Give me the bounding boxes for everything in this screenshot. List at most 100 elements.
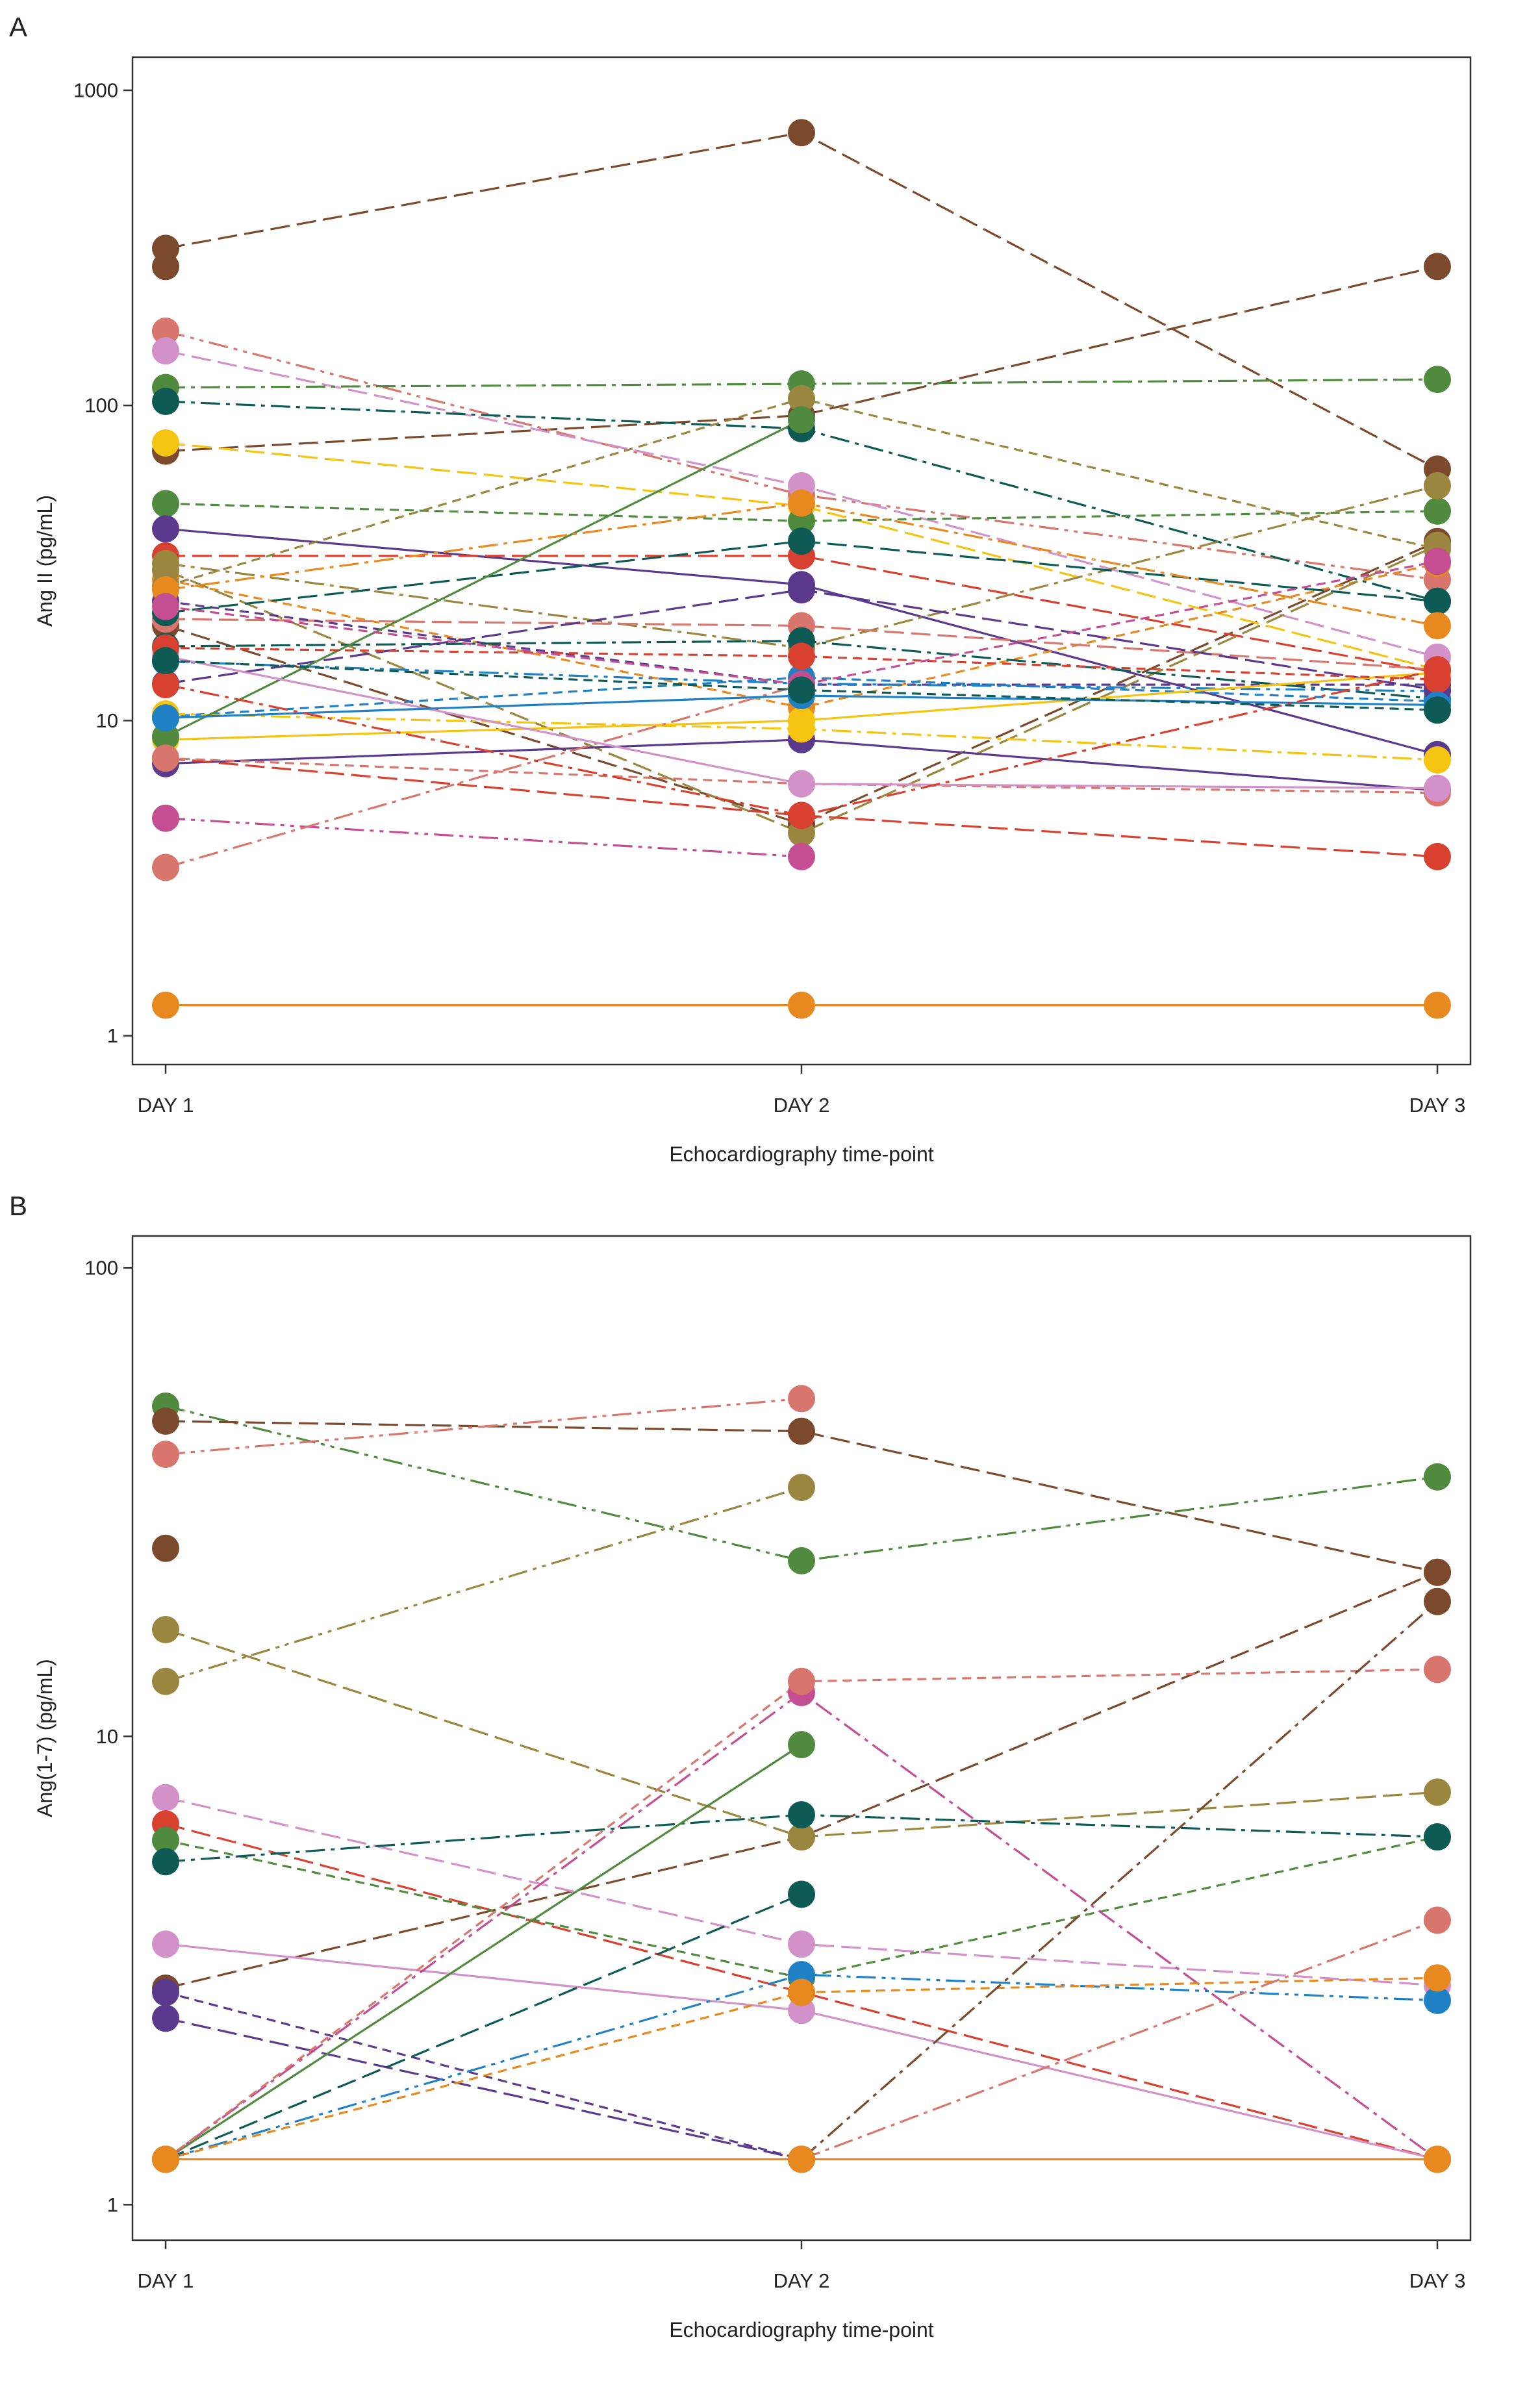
- data-point: [152, 490, 179, 518]
- data-point: [1424, 991, 1451, 1019]
- data-point: [1424, 1656, 1451, 1684]
- data-point: [1424, 696, 1451, 724]
- data-point: [788, 842, 815, 870]
- data-point: [152, 1441, 179, 1469]
- data-point: [1424, 548, 1451, 575]
- y-tick-label: 1000: [73, 79, 118, 102]
- series-line: [165, 600, 1437, 686]
- data-point: [788, 1930, 815, 1958]
- data-point: [1424, 612, 1451, 640]
- data-point: [152, 1826, 179, 1854]
- data-point: [788, 1547, 815, 1574]
- series-line: [165, 1973, 1438, 2161]
- series-line: [165, 1397, 802, 1456]
- series-line: [165, 683, 802, 869]
- y-tick-label: 1: [107, 1024, 118, 1047]
- data-point: [152, 704, 179, 732]
- series-line: [166, 555, 1438, 674]
- data-point: [788, 991, 815, 1019]
- data-point: [1424, 842, 1451, 870]
- data-point: [788, 576, 815, 604]
- x-tick-label: DAY 1: [138, 1094, 194, 1117]
- data-point: [152, 1534, 179, 1562]
- data-point: [152, 2145, 179, 2173]
- data-point: [1424, 1778, 1451, 1806]
- series-line: [165, 442, 1438, 671]
- series-line: [165, 544, 1438, 834]
- panel-a: A 1000 100 10 1 DAY 1 DAY 2 DAY 3 Echocardiograp…: [9, 12, 1472, 1166]
- y-tick-label: 100: [84, 394, 118, 417]
- data-point: [788, 1667, 815, 1695]
- data-point: [152, 515, 179, 543]
- data-point: [1424, 1463, 1451, 1491]
- panel-b-label: B: [9, 1191, 27, 1221]
- y-axis-title: Ang(1-7) (pg/mL): [33, 1659, 57, 1817]
- data-point: [788, 385, 815, 412]
- data-point: [152, 1616, 179, 1643]
- data-point: [788, 1417, 815, 1445]
- series-line: [800, 1600, 1439, 2160]
- data-point: [788, 770, 815, 798]
- data-point: [152, 253, 179, 281]
- data-point: [788, 1731, 815, 1759]
- data-point: [788, 1978, 815, 2006]
- data-point: [788, 801, 815, 829]
- series-line: [165, 1691, 1438, 2160]
- series-line: [165, 817, 802, 858]
- data-point: [788, 1801, 815, 1829]
- x-tick-label: DAY 1: [138, 2269, 194, 2292]
- data-point: [152, 1784, 179, 1811]
- series-line: [165, 418, 802, 738]
- series-line: [165, 1486, 802, 1683]
- panel-b: B 100 10 1 DAY 1 DAY 2 DAY 3 Echocardiography t…: [9, 1191, 1472, 2341]
- x-tick-label: DAY 3: [1409, 1094, 1466, 1117]
- data-point: [788, 1880, 815, 1908]
- data-point: [1424, 2145, 1451, 2173]
- data-point: [788, 1385, 815, 1413]
- y-tick-label: 10: [96, 709, 118, 732]
- data-point: [152, 853, 179, 881]
- data-point: [1424, 1906, 1451, 1934]
- data-point: [152, 337, 179, 365]
- series-line: [165, 1571, 1438, 1989]
- data-point: [1424, 656, 1451, 684]
- data-point: [788, 715, 815, 743]
- data-point: [152, 1978, 179, 2006]
- data-point: [152, 388, 179, 415]
- y-tick-label: 10: [96, 1725, 118, 1748]
- data-point: [152, 429, 179, 457]
- data-point: [788, 119, 815, 147]
- data-point: [788, 676, 815, 704]
- data-point: [1424, 587, 1451, 615]
- data-point: [1424, 1964, 1451, 1992]
- data-point: [152, 991, 179, 1019]
- data-point: [152, 317, 179, 345]
- data-point: [152, 592, 179, 620]
- series-line: [165, 1893, 802, 2160]
- data-point: [152, 723, 179, 750]
- y-tick-label: 100: [84, 1257, 118, 1280]
- x-tick-label: DAY 3: [1409, 2269, 1466, 2292]
- data-point: [152, 804, 179, 832]
- data-point: [788, 2145, 815, 2173]
- panel-b-data-points: [152, 1385, 1451, 2173]
- data-point: [152, 2004, 179, 2032]
- series-line: [165, 2017, 802, 2161]
- data-point: [1424, 497, 1451, 525]
- data-point: [788, 406, 815, 434]
- data-point: [152, 1667, 179, 1695]
- data-point: [152, 1407, 179, 1435]
- series-line: [165, 659, 1438, 711]
- data-point: [788, 489, 815, 517]
- data-point: [788, 642, 815, 670]
- series-line: [165, 560, 1438, 686]
- data-point: [1424, 1823, 1451, 1851]
- data-point: [1424, 366, 1451, 394]
- data-point: [1424, 472, 1451, 499]
- series-line: [165, 1743, 802, 2160]
- series-line: [165, 676, 1438, 718]
- data-point: [788, 527, 815, 555]
- x-axis-title: Echocardiography time-point: [669, 2318, 933, 2341]
- panel-a-label: A: [9, 12, 27, 42]
